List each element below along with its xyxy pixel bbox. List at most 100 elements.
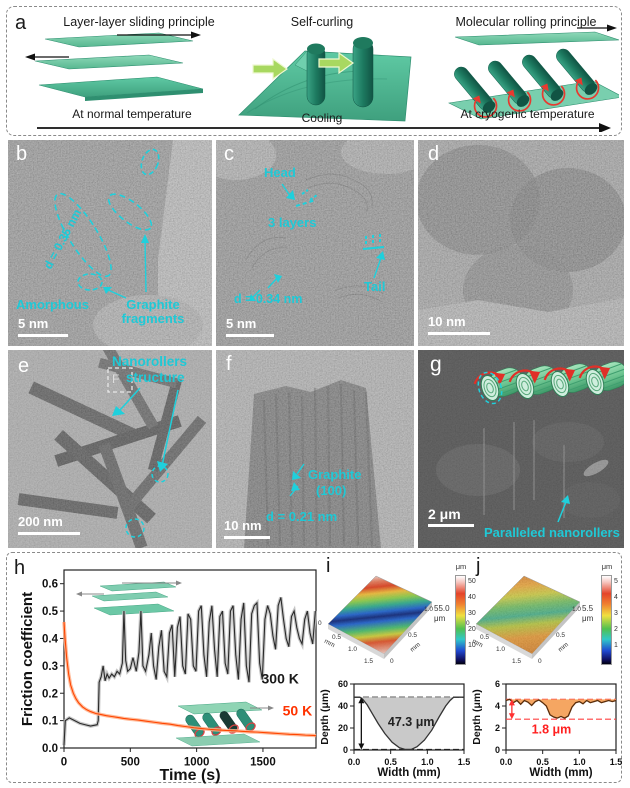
- caption-cooling: Cooling: [301, 111, 343, 125]
- svg-text:0.2: 0.2: [42, 688, 58, 700]
- scale-bar-text: 200 nm: [18, 514, 63, 529]
- surface-3d-50K-graphics: [475, 575, 581, 659]
- panel-d-tem-image: d 10 nm: [418, 140, 624, 346]
- surface-j-axis-tick: 0.5: [556, 632, 566, 639]
- layers-annotation: 3 layers: [268, 215, 317, 230]
- colorbar-j-gradient: [601, 575, 612, 665]
- surface-3d-300K: 0 0.5 1.0 1.5 mm 1.0 0.5 0 mm: [318, 566, 438, 670]
- panel-b-label: b: [16, 143, 28, 165]
- panel-c-tem-image: c Head 3 layers d = 0.34 nm Tail 5 nm: [216, 140, 414, 346]
- surface-j-axis-tick: 1.0: [496, 646, 506, 653]
- panel-h-label: h: [14, 557, 26, 579]
- colorbar-j-tick: 5: [614, 578, 618, 585]
- colorbar-i-unit: μm: [455, 562, 467, 571]
- colorbar-j-unit: μm: [601, 562, 613, 571]
- svg-text:2: 2: [495, 723, 500, 733]
- nanoroller-cylinder: [556, 48, 600, 100]
- annotation-arrow: [557, 495, 570, 523]
- svg-text:40: 40: [338, 701, 348, 711]
- svg-text:0: 0: [343, 745, 348, 755]
- scale-bar-text: 5 nm: [226, 316, 257, 331]
- graphite-fragments-annotation-line1: Graphite: [126, 297, 180, 312]
- svg-text:1.5: 1.5: [610, 757, 622, 767]
- scale-bar: [428, 524, 474, 527]
- svg-text:0.4: 0.4: [42, 633, 59, 645]
- svg-text:Depth (μm): Depth (μm): [319, 689, 331, 744]
- svg-text:0.5: 0.5: [536, 757, 549, 767]
- nanorollers-annotation-line1: Nanorollers: [112, 354, 188, 369]
- section-title-sliding: Layer-layer sliding principle: [63, 15, 215, 29]
- surface-3d-50K: 0 0.5 1.0 1.5 mm 1.0 0.5 0 mm: [466, 566, 586, 670]
- surface-j-axis-tick: 0: [466, 620, 470, 627]
- colorbar-j-tick: 3: [614, 610, 618, 617]
- molecular-rolling-schematic: [448, 24, 619, 120]
- scale-bar: [226, 334, 274, 337]
- nanorollers-annotation-line2: structure: [126, 370, 185, 385]
- scale-bar: [428, 332, 490, 335]
- depth-profile-50K: 0.0 0.5 1.0 1.5 0 2 4 6 Width (mm) Depth (μm) 1.8 …: [471, 679, 622, 779]
- svg-text:60: 60: [338, 679, 348, 689]
- nanoroller-inset: [473, 361, 624, 405]
- scale-bar-text: 2 μm: [428, 506, 461, 522]
- surface-i-axis-tick: 1.5: [364, 658, 374, 665]
- svg-text:Depth (μm): Depth (μm): [471, 689, 483, 744]
- caption-normal-temp: At normal temperature: [72, 107, 192, 121]
- svg-text:47.3 μm: 47.3 μm: [388, 715, 435, 729]
- panel-e-label: e: [18, 355, 30, 377]
- scale-bar-text: 10 nm: [224, 518, 262, 533]
- panel-j-label: j: [476, 555, 481, 577]
- svg-text:Width (mm): Width (mm): [377, 767, 440, 779]
- svg-text:Time (s): Time (s): [159, 767, 220, 784]
- panel-c-label: c: [224, 143, 234, 165]
- colorbar-j-tick: 2: [614, 626, 618, 633]
- nanoroller-cylinder: [522, 54, 566, 106]
- svg-text:20: 20: [338, 723, 348, 733]
- svg-text:1.8 μm: 1.8 μm: [532, 723, 572, 737]
- nanoroller-cylinder: [488, 60, 532, 112]
- svg-text:0: 0: [61, 757, 67, 769]
- nanoroller-cylinder: [454, 66, 498, 118]
- surface-i-axis-tick: 0.5: [408, 632, 418, 639]
- paralleled-nanorollers-annotation: Paralleled nanorollers: [484, 525, 620, 540]
- graphite-fragments-annotation-line2: fragments: [121, 311, 185, 326]
- surface-i-axis-tick: 0.5: [332, 634, 342, 641]
- depth-profile-300K: 0.0 0.5 1.0 1.5 0 20 40 60 Width (mm) Depth (μm) 4…: [319, 679, 470, 779]
- panel-g-label: g: [430, 353, 442, 376]
- colorbar-i-tick: 20: [468, 626, 476, 633]
- svg-text:0.6: 0.6: [42, 579, 58, 591]
- surface-i-axis-tick: 0: [318, 620, 322, 627]
- panel-a-label: a: [15, 12, 27, 34]
- colorbar-i-tick: 40: [468, 594, 476, 601]
- svg-text:0.0: 0.0: [42, 743, 58, 755]
- annotation-arrows: [249, 183, 385, 301]
- temperature-axis-arrow: [37, 123, 611, 132]
- d-spacing-annotation: d = 0.21 nm: [266, 509, 338, 524]
- svg-text:4: 4: [495, 701, 500, 711]
- rolling-inset: [175, 701, 274, 747]
- svg-text:500: 500: [121, 757, 140, 769]
- svg-text:1.0: 1.0: [573, 757, 586, 767]
- graphite-annotation: Graphite: [308, 467, 362, 482]
- svg-text:300 K: 300 K: [262, 671, 299, 687]
- panel-a-box: a Layer-layer sliding principle Self-cur…: [6, 6, 622, 136]
- panel-e-graphics: [8, 350, 212, 548]
- surface-j-axis-tick: 0.5: [480, 634, 490, 641]
- svg-text:1.5: 1.5: [458, 757, 470, 767]
- surface-j-axis-tick: 1.5: [512, 658, 522, 665]
- head-annotation: Head: [264, 165, 296, 180]
- d-spacing-annotation: d = 0.34 nm: [234, 292, 303, 306]
- svg-text:6: 6: [495, 679, 500, 689]
- panel-f-label: f: [226, 353, 232, 375]
- svg-text:1500: 1500: [250, 757, 276, 769]
- colorbar-i-gradient: [455, 575, 466, 665]
- annotation-arrows: [103, 234, 149, 299]
- scale-bar: [224, 536, 270, 539]
- caption-cryogenic-temp: At cryogenic temperature: [460, 107, 595, 121]
- amorphous-annotation: Amorphous: [16, 297, 89, 312]
- svg-text:50 K: 50 K: [283, 703, 313, 719]
- scale-bar: [18, 532, 80, 535]
- svg-text:0: 0: [495, 745, 500, 755]
- surface-i-peak-value: 55.0: [434, 604, 450, 613]
- tail-annotation: Tail: [364, 279, 386, 294]
- magnified-region-box: [107, 367, 133, 393]
